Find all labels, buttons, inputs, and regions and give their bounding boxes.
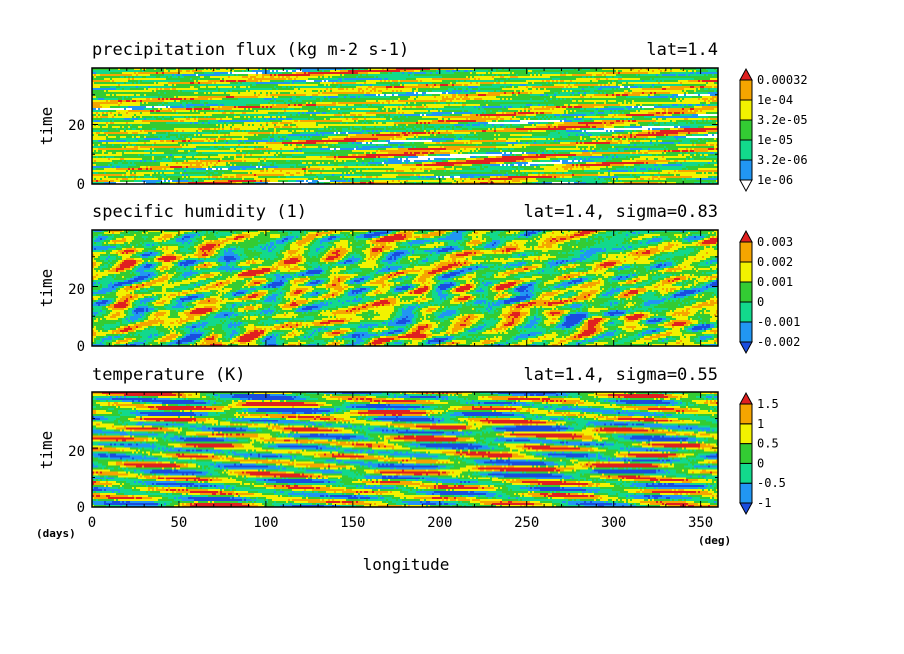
colorbar-label: -0.002	[757, 335, 800, 349]
colorbar-swatch	[739, 139, 753, 161]
colorbar-swatch	[739, 443, 753, 464]
colorbar-label: 3.2e-05	[757, 113, 808, 127]
colorbar-label: 1e-04	[757, 93, 793, 107]
colorbar-swatch	[739, 79, 753, 101]
colorbar: 1e-06 3.2e-06 1e-05 3.2e-05 1e-04 0.00032	[739, 67, 808, 193]
colorbar-swatch	[739, 281, 753, 303]
colorbar-extend-max	[739, 229, 753, 243]
x-axis-label: longitude	[363, 555, 450, 574]
colorbar: -0.002 -0.001 0 0.001 0.002 0.003	[739, 229, 800, 355]
x-tick-label: 300	[601, 515, 626, 531]
colorbar-swatch	[739, 301, 753, 323]
colorbar-swatch	[739, 261, 753, 283]
colorbar-extend-min	[739, 502, 753, 516]
heatmap-field	[92, 230, 718, 346]
colorbar-label: -1	[757, 496, 771, 510]
y-tick-label: 0	[77, 500, 85, 516]
x-tick-label: 50	[171, 515, 188, 531]
x-tick-label: 0	[88, 515, 96, 531]
colorbar-swatch	[739, 159, 753, 181]
colorbar-swatch	[739, 321, 753, 343]
y-tick-label: 0	[77, 177, 85, 193]
panel-title: temperature (K)	[92, 365, 246, 385]
panel-specific-humidity: specific humidity (1) lat=1.4, sigma=0.8…	[37, 202, 800, 355]
colorbar-label: 1	[757, 417, 764, 431]
colorbar-label: 0.002	[757, 255, 793, 269]
x-tick-label: 200	[427, 515, 452, 531]
colorbar-extend-max	[739, 67, 753, 81]
colorbar-label: -0.001	[757, 315, 800, 329]
colorbar-swatch	[739, 482, 753, 504]
colorbar-label: 0.003	[757, 235, 793, 249]
x-tick-label: 150	[340, 515, 365, 531]
x-axis-ticks: 0 50 100 150 200 250 300 350	[88, 515, 713, 531]
colorbar-label: 3.2e-06	[757, 153, 808, 167]
colorbar-label: 0.001	[757, 275, 793, 289]
panel-annotation: lat=1.4, sigma=0.83	[524, 202, 718, 222]
heatmap-plot	[91, 391, 719, 508]
heatmap-plot	[91, 229, 719, 347]
colorbar-swatch	[739, 403, 753, 425]
colorbar-label: 0	[757, 295, 764, 309]
heatmap-field	[92, 68, 718, 184]
y-axis-label: time	[37, 269, 56, 308]
colorbar-label: 0.00032	[757, 73, 808, 87]
colorbar-label: 1e-06	[757, 173, 793, 187]
y-unit-label: (days)	[36, 527, 76, 540]
y-tick-label: 20	[68, 444, 85, 460]
panel-annotation: lat=1.4, sigma=0.55	[524, 365, 718, 385]
colorbar-extend-min	[739, 179, 753, 193]
colorbar-label: 0.5	[757, 437, 779, 451]
panel-precipitation: precipitation flux (kg m-2 s-1) lat=1.4 …	[37, 40, 808, 193]
heatmap-field	[92, 392, 718, 507]
panel-title: specific humidity (1)	[92, 202, 307, 222]
heatmap-plot	[91, 67, 719, 185]
colorbar-label: 1e-05	[757, 133, 793, 147]
panel-title: precipitation flux (kg m-2 s-1)	[92, 40, 409, 60]
x-tick-label: 100	[253, 515, 278, 531]
colorbar-label: -0.5	[757, 476, 786, 490]
colorbar: -1 -0.5 0 0.5 1 1.5	[739, 391, 786, 516]
colorbar-swatch	[739, 119, 753, 141]
x-unit-label: (deg)	[698, 534, 731, 547]
panel-annotation: lat=1.4	[646, 40, 718, 60]
colorbar-swatch	[739, 423, 753, 445]
y-tick-label: 20	[68, 118, 85, 134]
x-tick-label: 350	[688, 515, 713, 531]
colorbar-label: 0	[757, 456, 764, 470]
colorbar-label: 1.5	[757, 397, 779, 411]
colorbar-swatch	[739, 462, 753, 484]
x-tick-label: 250	[514, 515, 539, 531]
colorbar-swatch	[739, 241, 753, 263]
colorbar-extend-max	[739, 391, 753, 405]
y-tick-label: 20	[68, 282, 85, 298]
y-tick-label: 0	[77, 339, 85, 355]
y-axis-label: time	[37, 431, 56, 470]
colorbar-swatch	[739, 99, 753, 121]
y-axis-label: time	[37, 107, 56, 146]
panel-temperature: temperature (K) lat=1.4, sigma=0.55 time…	[36, 365, 786, 574]
colorbar-extend-min	[739, 341, 753, 355]
